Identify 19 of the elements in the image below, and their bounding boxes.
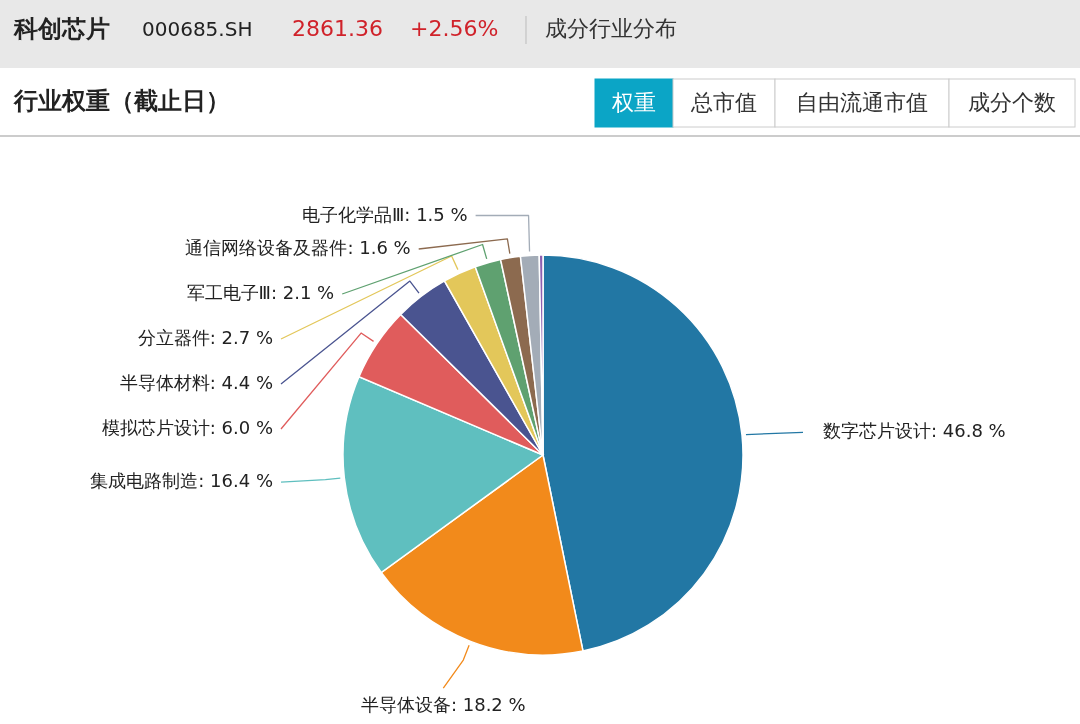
text: 总市值 bbox=[690, 90, 757, 115]
slice-label: 军工电子Ⅲ: 2.1 % bbox=[186, 282, 335, 303]
text: 2861.36 bbox=[292, 16, 383, 41]
slice-label: 半导体材料: 4.4 % bbox=[119, 372, 273, 393]
text: 成分行业分布 bbox=[545, 16, 677, 41]
text: 权重 bbox=[611, 90, 656, 115]
slice-label: 集成电路制造: 16.4 % bbox=[90, 470, 273, 492]
slice-label: 数字芯片设计: 46.8 % bbox=[823, 420, 1006, 442]
text: 成分个数 bbox=[968, 90, 1056, 115]
slice-label: 通信网络设备及器件: 1.6 % bbox=[185, 237, 411, 258]
slice-label: 电子化学品Ⅲ: 1.5 % bbox=[301, 203, 468, 225]
text: +2.56% bbox=[410, 16, 499, 41]
slice-label: 分立器件: 2.7 % bbox=[137, 327, 273, 348]
text: 自由流通市值 bbox=[796, 90, 928, 115]
slice-label: 模拟芯片设计: 6.0 % bbox=[101, 417, 273, 438]
chart-title: 行业权重（截止日） bbox=[13, 87, 230, 115]
slice-label: 半导体设备: 18.2 % bbox=[360, 694, 526, 716]
text: 科创芯片 bbox=[13, 15, 110, 43]
text: 000685.SH bbox=[142, 16, 253, 41]
